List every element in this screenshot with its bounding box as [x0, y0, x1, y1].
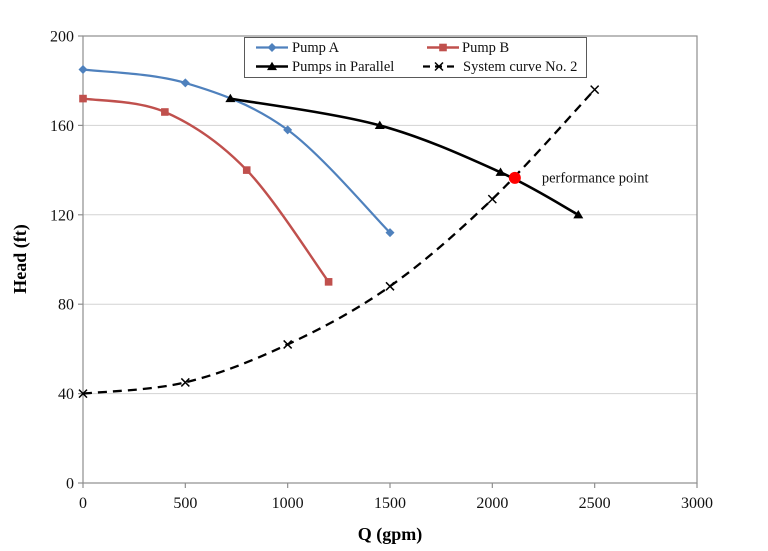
- y-axis-title: Head (ft): [10, 224, 31, 293]
- marker-triangle: [267, 61, 277, 71]
- x-tick-label-2000: 2000: [476, 495, 508, 512]
- performance-point-dot: [508, 171, 521, 184]
- legend-marker-samples: [256, 43, 459, 72]
- series-pumps-in-parallel-line: [230, 97, 579, 216]
- marker-triangle: [573, 210, 584, 219]
- marker-triangle: [374, 120, 385, 129]
- performance-point-label: performance point: [542, 170, 649, 186]
- marker-diamond: [78, 65, 88, 75]
- x-tick-label-0: 0: [79, 495, 87, 512]
- x-tick-label-2500: 2500: [579, 495, 611, 512]
- marker-diamond: [267, 43, 277, 52]
- y-tick-label-120: 120: [50, 207, 74, 224]
- series-pump-b: [79, 94, 333, 286]
- marker-triangle: [225, 93, 236, 103]
- marker-square: [79, 94, 87, 103]
- series-pump-a-line: [82, 68, 391, 234]
- series-system-curve-no-2: [78, 85, 600, 399]
- marker-square: [242, 166, 251, 174]
- marker-diamond: [385, 228, 395, 238]
- y-tick-label-0: 0: [66, 476, 74, 493]
- y-tick-label-40: 40: [58, 386, 74, 403]
- legend-label-pump-a: Pump A: [292, 40, 340, 56]
- marker-square: [439, 43, 447, 52]
- series-pump-b-line: [82, 97, 330, 283]
- legend-box: [244, 37, 587, 78]
- marker-x: [487, 194, 497, 204]
- performance-point-annotation: performance point: [508, 170, 649, 186]
- series-pumps-in-parallel: [225, 93, 584, 219]
- marker-diamond: [180, 78, 190, 88]
- marker-square: [324, 278, 333, 286]
- legend-label-pumps-in-parallel: Pumps in Parallel: [292, 59, 394, 75]
- marker-diamond: [283, 125, 293, 135]
- y-tick-label-200: 200: [50, 29, 74, 46]
- plot-border: [82, 35, 698, 484]
- marker-x: [78, 389, 88, 399]
- marker-square: [161, 108, 169, 116]
- x-tick-label-1500: 1500: [374, 495, 406, 512]
- legend-label-pump-b: Pump B: [462, 40, 509, 56]
- marker-x: [590, 85, 600, 95]
- marker-triangle: [495, 167, 506, 176]
- marker-x: [180, 377, 190, 387]
- x-tick-label-500: 500: [173, 495, 197, 512]
- y-tick-label-160: 160: [50, 118, 74, 135]
- legend: Pump A Pump B Pumps in Parallel System c…: [244, 37, 587, 78]
- series-system-curve-no-2-line: [82, 88, 596, 395]
- data-series: [78, 65, 600, 399]
- legend-label-system-curve: System curve No. 2: [463, 59, 577, 75]
- marker-x: [434, 61, 444, 72]
- x-tick-label-1000: 1000: [272, 495, 304, 512]
- marker-x: [283, 339, 293, 349]
- y-tick-label-80: 80: [58, 297, 74, 314]
- series-pump-a: [78, 65, 395, 238]
- x-tick-label-3000: 3000: [681, 495, 713, 512]
- marker-x: [385, 281, 395, 291]
- x-axis-title: Q (gpm): [358, 524, 423, 545]
